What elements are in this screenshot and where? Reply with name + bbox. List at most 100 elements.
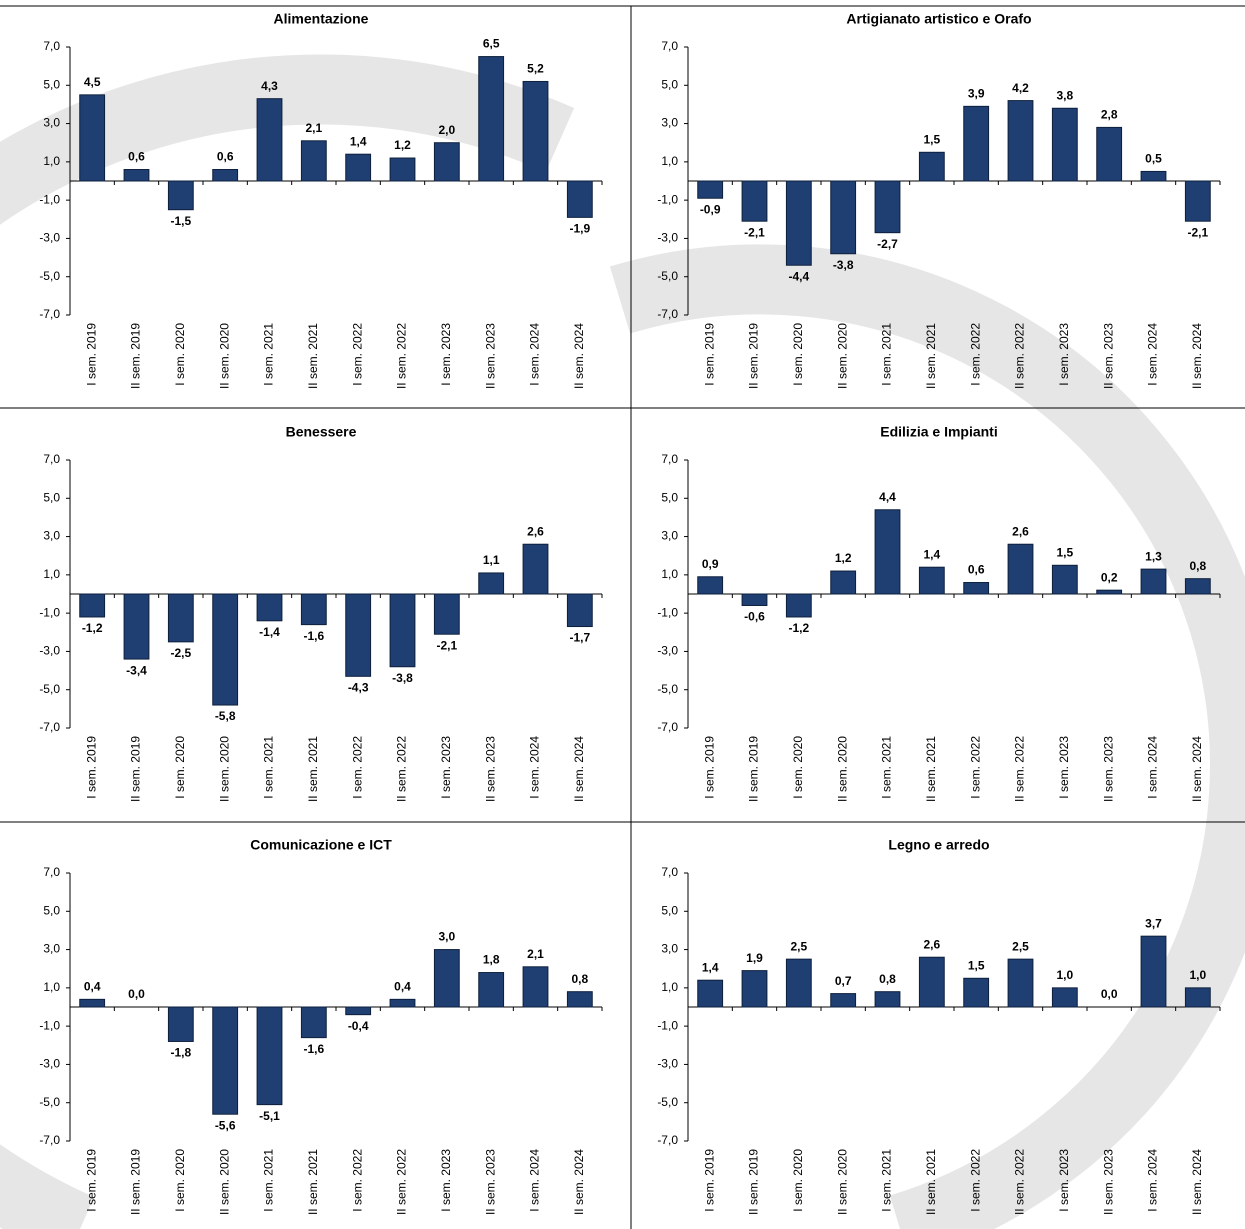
x-tick-label: I sem. 2019	[84, 736, 98, 799]
bar	[1096, 126, 1123, 182]
value-label: 5,2	[527, 62, 544, 76]
x-tick-label: II sem. 2024	[1190, 736, 1204, 802]
value-label: -1,2	[82, 621, 103, 635]
value-label: 0,6	[217, 150, 234, 164]
x-tick-label: I sem. 2022	[350, 323, 364, 386]
bar	[79, 998, 106, 1008]
bar	[433, 949, 460, 1008]
bar	[478, 572, 505, 595]
y-tick-label: 5,0	[43, 77, 60, 91]
y-tick-label: 7,0	[661, 39, 678, 53]
bar	[918, 151, 945, 182]
y-tick-label: 3,0	[43, 942, 60, 956]
x-tick-label: I sem. 2022	[350, 1149, 364, 1212]
bar	[1007, 100, 1034, 182]
chart-title: Benessere	[286, 424, 357, 440]
x-tick-label: II sem. 2024	[1190, 1149, 1204, 1215]
y-tick-label: -5,0	[39, 1095, 60, 1109]
x-tick-label: II sem. 2023	[483, 323, 497, 389]
x-tick-label: I sem. 2022	[968, 736, 982, 799]
watermark-arc	[0, 54, 575, 1229]
value-label: -5,6	[215, 1118, 236, 1132]
value-label: -1,2	[788, 621, 809, 635]
x-tick-label: I sem. 2021	[262, 1149, 276, 1212]
x-tick-label: I sem. 2023	[439, 323, 453, 386]
x-tick-label: II sem. 2023	[1101, 323, 1115, 389]
y-tick-label: 1,0	[661, 980, 678, 994]
value-label: -4,4	[788, 269, 809, 283]
y-tick-label: -3,0	[39, 644, 60, 658]
value-label: 2,6	[923, 937, 940, 951]
y-tick-label: 1,0	[43, 980, 60, 994]
y-tick-label: -3,0	[39, 1057, 60, 1071]
x-tick-label: I sem. 2024	[1146, 323, 1160, 386]
bar	[212, 1006, 239, 1115]
y-tick-label: -1,0	[657, 1018, 678, 1032]
x-tick-label: II sem. 2021	[924, 1149, 938, 1215]
value-label: 2,6	[1012, 524, 1029, 538]
bar	[785, 958, 812, 1008]
x-tick-label: II sem. 2021	[924, 736, 938, 802]
bar	[741, 180, 768, 222]
value-label: 6,5	[483, 37, 500, 51]
bar	[256, 98, 283, 182]
value-label: 0,0	[1101, 987, 1118, 1001]
y-tick-label: -1,0	[39, 1018, 60, 1032]
value-label: -3,8	[833, 258, 854, 272]
x-tick-label: I sem. 2024	[1146, 736, 1160, 799]
bar	[123, 169, 150, 182]
bar	[167, 180, 194, 211]
value-label: -1,4	[259, 625, 280, 639]
bar	[300, 140, 327, 182]
y-tick-label: -5,0	[657, 269, 678, 283]
value-label: 0,2	[1101, 570, 1118, 584]
value-label: 0,8	[1189, 559, 1206, 573]
value-label: -1,6	[303, 629, 324, 643]
bar	[697, 979, 724, 1008]
x-tick-label: II sem. 2020	[217, 736, 231, 802]
x-tick-label: I sem. 2021	[262, 323, 276, 386]
y-tick-label: 1,0	[43, 567, 60, 581]
y-tick-label: 5,0	[661, 490, 678, 504]
value-label: -5,1	[259, 1109, 280, 1123]
bar	[697, 576, 724, 595]
bar	[785, 593, 812, 618]
y-tick-label: -3,0	[657, 644, 678, 658]
value-label: 2,0	[438, 123, 455, 137]
chart-title: Alimentazione	[274, 11, 369, 27]
x-tick-label: II sem. 2023	[1101, 1149, 1115, 1215]
bar	[522, 966, 549, 1008]
x-tick-label: I sem. 2019	[84, 1149, 98, 1212]
value-label: 4,5	[84, 75, 101, 89]
y-tick-label: 1,0	[43, 154, 60, 168]
bar	[697, 180, 724, 199]
bar	[256, 1006, 283, 1106]
bar	[212, 593, 239, 706]
x-tick-label: II sem. 2024	[572, 736, 586, 802]
value-label: -0,6	[744, 610, 765, 624]
bar	[522, 80, 549, 182]
x-tick-label: II sem. 2024	[572, 323, 586, 389]
x-tick-label: II sem. 2023	[483, 736, 497, 802]
bar	[389, 157, 416, 182]
x-tick-label: II sem. 2021	[306, 1149, 320, 1215]
x-tick-label: I sem. 2023	[439, 1149, 453, 1212]
bar	[1007, 543, 1034, 595]
chart-title: Comunicazione e ICT	[250, 837, 392, 853]
bar	[566, 991, 593, 1008]
value-label: 2,8	[1101, 108, 1118, 122]
x-tick-label: I sem. 2024	[1146, 1149, 1160, 1212]
value-label: -1,5	[170, 214, 191, 228]
y-tick-label: 5,0	[43, 490, 60, 504]
y-tick-label: -5,0	[39, 682, 60, 696]
bar	[1140, 170, 1167, 182]
bar	[1096, 589, 1123, 595]
y-tick-label: -3,0	[657, 1057, 678, 1071]
y-tick-label: 3,0	[43, 116, 60, 130]
bar	[566, 593, 593, 628]
value-label: 0,6	[968, 563, 985, 577]
bar	[741, 970, 768, 1008]
value-label: -3,8	[392, 671, 413, 685]
x-tick-label: I sem. 2023	[1057, 323, 1071, 386]
value-label: 3,9	[968, 87, 985, 101]
